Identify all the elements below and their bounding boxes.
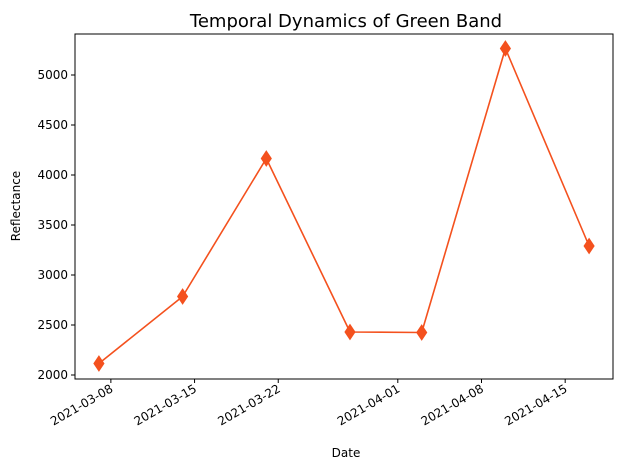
plot-area — [93, 40, 595, 372]
data-point-marker — [499, 40, 512, 57]
y-axis-label: Reflectance — [9, 171, 23, 241]
x-tick-label: 2021-03-15 — [132, 381, 199, 428]
chart-title: Temporal Dynamics of Green Band — [189, 11, 502, 32]
y-tick-label: 3000 — [37, 268, 68, 282]
y-tick-label: 5000 — [37, 68, 68, 82]
x-axis-label: Date — [332, 446, 361, 460]
x-tick-label: 2021-04-01 — [335, 381, 402, 428]
y-tick-label: 3500 — [37, 218, 68, 232]
series-line — [98, 47, 590, 365]
x-tick-label: 2021-04-15 — [502, 381, 569, 428]
x-tick-label: 2021-04-08 — [419, 381, 486, 428]
y-tick-label: 2000 — [37, 368, 68, 382]
data-point-marker — [416, 324, 428, 341]
y-axis: 2000 2500 3000 3500 4000 4500 5000 — [37, 68, 75, 382]
data-point-marker — [260, 150, 272, 167]
y-tick-label: 4000 — [37, 168, 68, 182]
y-tick-label: 2500 — [37, 318, 68, 332]
plot-frame — [74, 33, 614, 380]
x-axis: 2021-03-08 2021-03-15 2021-03-22 2021-04-01… — [48, 379, 570, 428]
x-tick-label: 2021-03-08 — [48, 381, 115, 428]
data-point-marker — [176, 288, 189, 305]
x-tick-label: 2021-03-22 — [215, 381, 282, 428]
y-tick-label: 4500 — [37, 118, 68, 132]
data-point-marker — [583, 237, 595, 255]
data-point-marker — [344, 323, 356, 341]
data-point-marker — [93, 355, 105, 372]
